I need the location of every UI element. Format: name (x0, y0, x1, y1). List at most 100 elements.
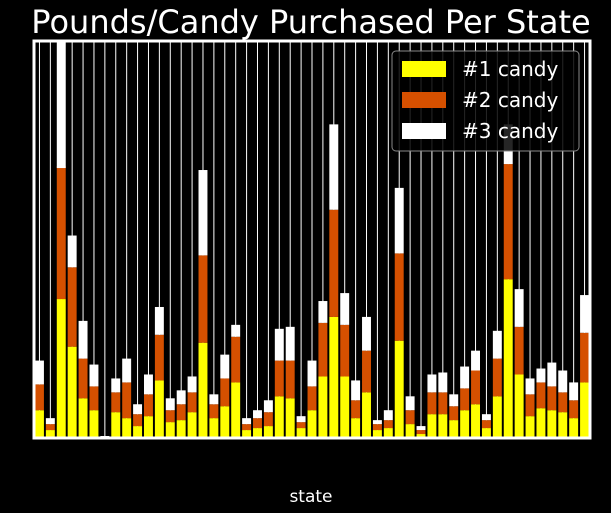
legend-label: #3 candy (462, 119, 558, 143)
bar-segment-2 (154, 334, 164, 381)
bar-segment-3 (285, 326, 295, 361)
bar-segment-1 (111, 412, 121, 438)
bar-segment-1 (144, 416, 153, 439)
bar-segment-2 (34, 384, 44, 411)
bar-segment-3 (165, 398, 175, 411)
bar-segment-2 (296, 422, 306, 429)
bar-segment-3 (525, 378, 535, 395)
bar-segment-1 (209, 418, 219, 438)
bar-segment-2 (460, 388, 470, 411)
bar-segment-1 (253, 428, 262, 438)
legend-swatch (402, 92, 446, 108)
bar-segment-2 (362, 350, 371, 393)
bar-segment-3 (362, 316, 371, 351)
bar-segment-2 (492, 358, 502, 397)
bar-segment-1 (165, 422, 175, 438)
bar-segment-2 (394, 253, 404, 341)
bar-segment-3 (296, 416, 306, 423)
bar-segment-3 (111, 378, 121, 393)
bar-segment-1 (296, 428, 306, 438)
bar-segment-2 (89, 386, 99, 411)
bar-segment-3 (351, 380, 361, 401)
bar-segment-2 (187, 392, 197, 413)
bar-segment-2 (449, 406, 459, 421)
bar-segment-3 (536, 368, 546, 383)
bar-segment-2 (263, 412, 273, 427)
bar-segment-3 (67, 235, 77, 268)
bar-segment-1 (274, 396, 284, 438)
bar-segment-2 (144, 394, 153, 417)
bar-segment-1 (405, 424, 415, 438)
bar-segment-2 (340, 324, 350, 377)
bar-segment-2 (133, 414, 143, 427)
bar-segment-3 (460, 366, 470, 389)
bar-segment-3 (242, 418, 252, 425)
bar-segment-1 (89, 410, 99, 438)
bar-segment-3 (558, 370, 568, 393)
bar-segment-1 (187, 412, 197, 438)
bar-segment-1 (460, 410, 470, 438)
bar-segment-1 (133, 426, 143, 438)
bar-segment-2 (285, 360, 295, 399)
bar-segment-2 (481, 420, 491, 429)
bar-segment-3 (580, 295, 590, 333)
bar-segment-3 (449, 394, 459, 407)
bar-segment-2 (165, 410, 175, 423)
bar-segment-2 (471, 370, 480, 405)
bar-segment-3 (394, 187, 404, 254)
legend-label: #2 candy (462, 88, 558, 112)
bar-segment-3 (263, 400, 273, 413)
bar-segment-1 (154, 380, 164, 438)
plot-frame (32, 39, 592, 440)
bar-segment-2 (45, 424, 55, 431)
bar-segment-1 (580, 382, 590, 438)
bar-segment-1 (198, 342, 208, 438)
x-axis-label: state (289, 487, 332, 507)
bar-segment-2 (558, 392, 568, 413)
bar-segment-1 (536, 408, 546, 438)
bar-segment-2 (503, 164, 513, 280)
bar-segment-1 (362, 392, 371, 439)
bar-segment-3 (122, 358, 132, 383)
bar-segment-1 (481, 428, 491, 438)
bar-segment-3 (231, 324, 241, 337)
bar-segment-1 (449, 420, 459, 438)
bar-segment-1 (416, 434, 426, 438)
bar-segment-1 (231, 382, 241, 438)
bar-segment-2 (220, 378, 230, 407)
bar-segment-1 (34, 410, 44, 438)
legend-swatch (402, 61, 446, 77)
bar-segment-1 (569, 418, 579, 438)
bar-segment-2 (580, 332, 590, 383)
bar-segment-2 (427, 392, 437, 415)
bar-segment-2 (547, 386, 557, 411)
bar-segment-3 (438, 372, 448, 393)
bar-segment-1 (383, 428, 393, 438)
bar-segment-1 (78, 398, 88, 438)
bar-segment-3 (89, 364, 99, 387)
bar-segment-1 (340, 376, 350, 438)
bar-segment-3 (383, 410, 393, 421)
legend: #1 candy #2 candy #3 candy (391, 50, 580, 152)
bar-segment-3 (427, 374, 437, 393)
bar-segment-1 (372, 430, 382, 438)
bar-segment-3 (340, 293, 350, 325)
bar-segment-3 (78, 320, 88, 359)
bar-segment-1 (547, 410, 557, 438)
bar-segment-3 (547, 362, 557, 387)
bar-segment-1 (67, 346, 77, 438)
bar-segment-2 (351, 400, 361, 419)
bar-segment-1 (438, 414, 448, 438)
bar-segment-2 (78, 358, 88, 399)
bar-segment-3 (481, 414, 491, 421)
bar-segment-2 (383, 420, 393, 429)
bar-segment-2 (569, 400, 579, 419)
bar-segment-3 (405, 396, 415, 411)
bar-segment-2 (209, 404, 219, 419)
bar-segment-1 (242, 430, 252, 438)
bar-segment-3 (492, 330, 502, 359)
bar-segment-3 (416, 426, 426, 431)
bar-segment-3 (176, 390, 186, 405)
bar-segment-1 (525, 416, 535, 439)
